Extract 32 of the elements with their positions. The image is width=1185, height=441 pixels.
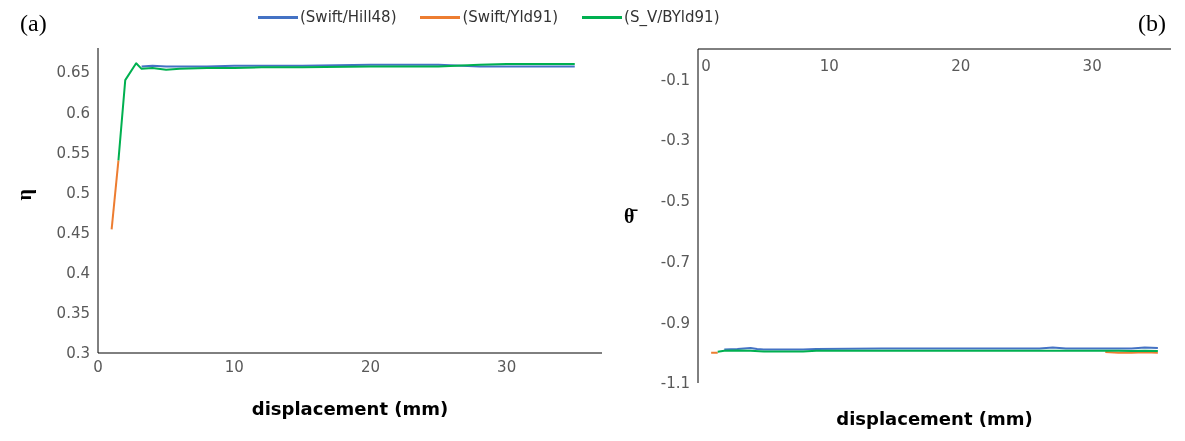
y-axis-title: θ̄	[624, 205, 639, 228]
y-tick-label: -0.5	[660, 192, 690, 211]
y-tick-label: 0.5	[66, 183, 90, 202]
y-tick-label: 0.6	[66, 103, 90, 122]
y-tick-label: -0.9	[660, 313, 690, 332]
x-axis-title: displacement (mm)	[251, 398, 449, 419]
x-tick-label: 30	[1082, 57, 1102, 75]
y-tick-label: 0.55	[56, 143, 90, 162]
y-tick-label: -1.1	[660, 374, 690, 393]
x-axis-title: displacement (mm)	[835, 408, 1034, 429]
y-tick-label: -0.1	[660, 70, 690, 89]
y-tick-label: -0.3	[660, 131, 690, 150]
x-tick-label: 0	[701, 57, 711, 75]
y-tick-label: 0.4	[66, 264, 90, 283]
y-axis-title: η	[13, 189, 37, 201]
legend-label: (Swift/Yld91)	[461, 8, 559, 26]
x-tick-label: 10	[224, 357, 244, 376]
y-tick-label: 0.3	[66, 344, 90, 363]
x-tick-label: 20	[360, 357, 380, 376]
x-tick-label: 30	[497, 357, 517, 376]
chart-title: (a)	[20, 10, 47, 37]
legend-label: (Swift/Hill48)	[299, 8, 397, 26]
y-tick-label: 0.45	[56, 223, 90, 242]
chart-title: (b)	[1138, 10, 1166, 37]
x-tick-label: 0	[93, 357, 103, 376]
legend-label: (S_V/BYld91)	[623, 8, 720, 26]
y-tick-label: 0.65	[56, 63, 90, 82]
line-series	[117, 62, 576, 162]
x-tick-label: 10	[819, 57, 839, 75]
y-tick-label: 0.35	[56, 304, 90, 323]
x-tick-label: 20	[951, 57, 971, 75]
y-tick-label: -0.7	[660, 252, 690, 271]
